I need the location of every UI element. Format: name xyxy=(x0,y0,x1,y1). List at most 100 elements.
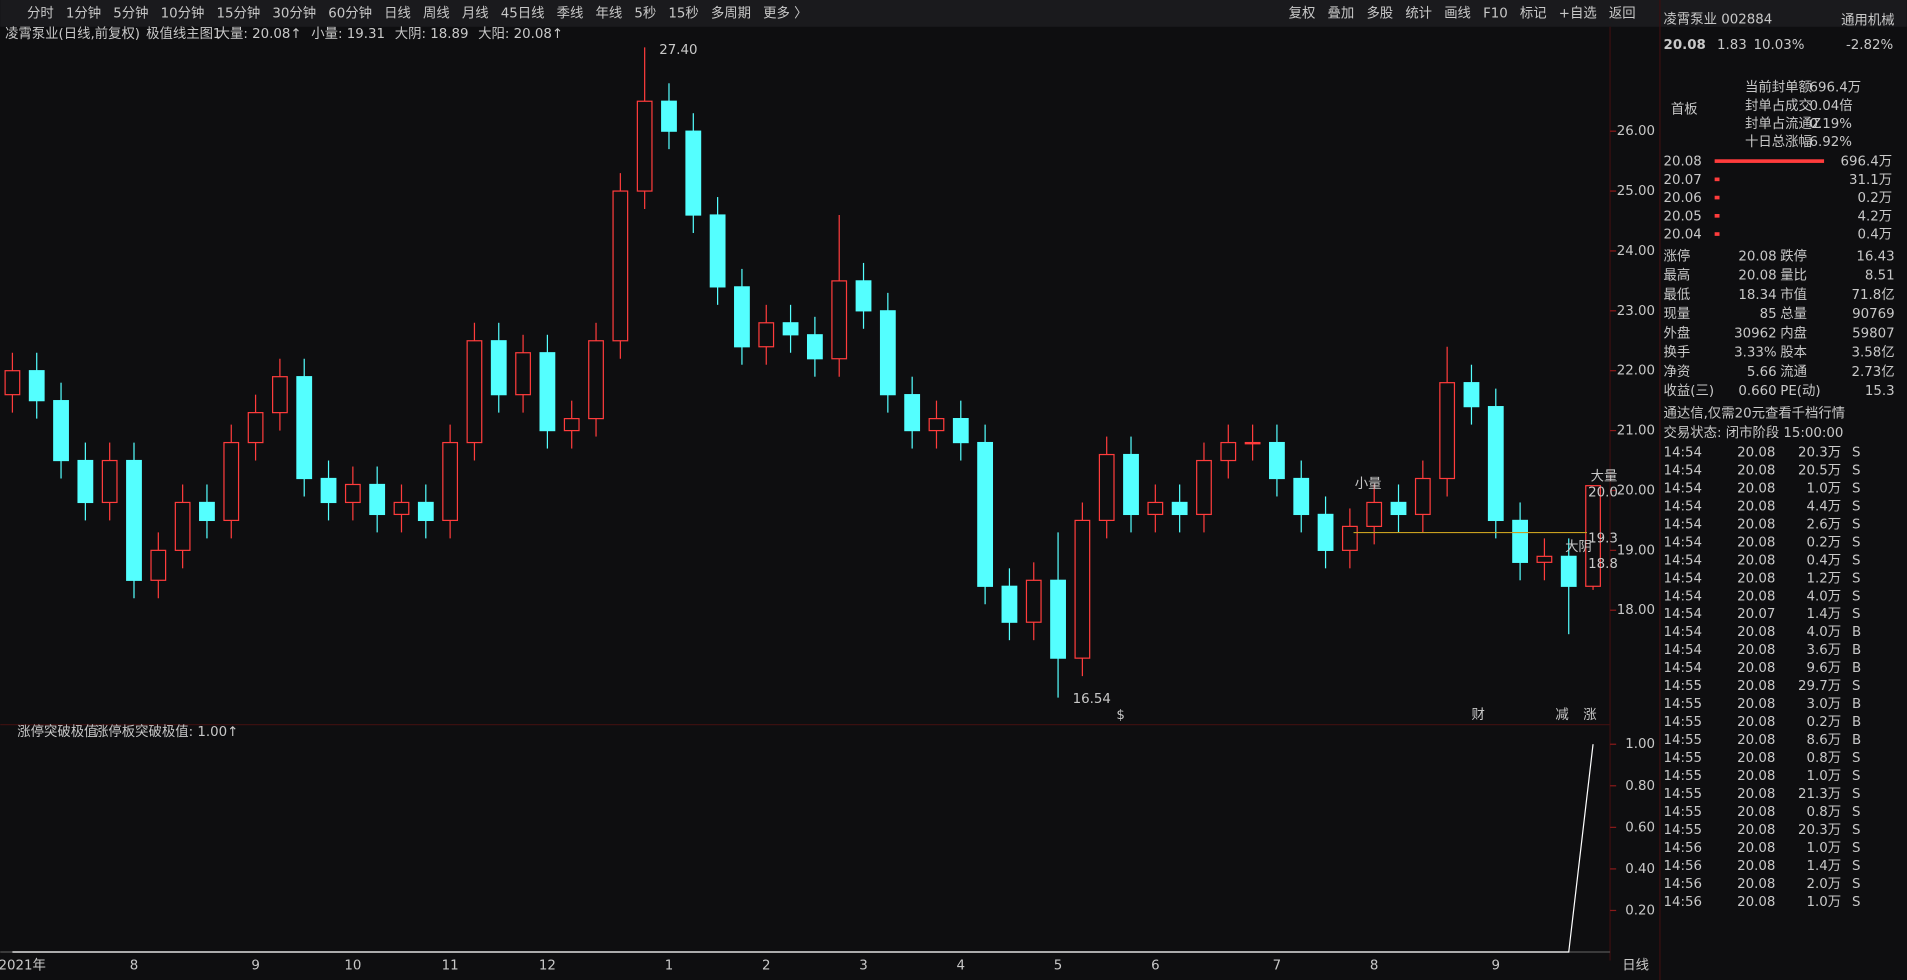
tool-button[interactable]: 多股 xyxy=(1366,4,1393,21)
bid-bar xyxy=(1714,177,1720,182)
bid-price: 20.05 xyxy=(1664,209,1702,224)
trade-volume: 29.7万 xyxy=(1798,679,1841,694)
trade-side: S xyxy=(1852,481,1860,496)
candle-body xyxy=(515,352,531,396)
x-tick-label: 2021年 xyxy=(0,957,46,973)
trade-time: 14:56 xyxy=(1664,895,1703,910)
stat-label: 内盘 xyxy=(1780,324,1807,341)
period-tab[interactable]: 5秒 xyxy=(634,5,656,21)
seal-value: 6.92% xyxy=(1809,135,1851,150)
period-tab[interactable]: 更多 〉 xyxy=(763,4,807,21)
trade-time: 14:54 xyxy=(1664,607,1703,622)
tool-button[interactable]: 画线 xyxy=(1444,5,1471,21)
trade-volume: 0.4万 xyxy=(1806,553,1841,568)
period-tab[interactable]: 季线 xyxy=(557,5,584,21)
trade-volume: 1.0万 xyxy=(1806,481,1841,496)
candle-body xyxy=(1244,441,1261,445)
x-tick-label: 8 xyxy=(130,958,139,973)
y-tick-label: 21.00 xyxy=(1617,424,1655,439)
tool-button[interactable]: 返回 xyxy=(1609,5,1636,21)
trade-volume: 9.6万 xyxy=(1806,661,1841,676)
candle-body xyxy=(1463,382,1480,408)
trade-time: 14:55 xyxy=(1664,679,1703,694)
trade-side: S xyxy=(1852,589,1860,604)
tool-button[interactable]: 叠加 xyxy=(1328,5,1355,21)
stock-name: 凌霄泵业 002884 xyxy=(1664,11,1773,27)
candle-body xyxy=(1341,525,1358,551)
trade-volume: 1.4万 xyxy=(1806,859,1841,874)
event-marker: 涨 xyxy=(1583,707,1596,723)
indicator-legend: 涨停板突破极值: 1.00↑ xyxy=(95,723,238,740)
trade-volume: 3.6万 xyxy=(1806,643,1841,658)
period-tab[interactable]: 60分钟 xyxy=(328,4,372,21)
stat-label: 涨停 xyxy=(1664,248,1691,265)
candle-body xyxy=(1487,406,1504,522)
candle-body xyxy=(28,370,45,402)
period-tab[interactable]: 分时 xyxy=(27,5,54,21)
candle-body xyxy=(1390,501,1407,516)
candle-body xyxy=(417,501,434,522)
chart-title: 凌霄泵业(日线,前复权) xyxy=(5,25,140,42)
y-tick-label: 24.00 xyxy=(1617,244,1655,259)
bid-bar xyxy=(1714,213,1720,218)
tool-button[interactable]: 统计 xyxy=(1405,5,1432,21)
seal-value: 696.4万 xyxy=(1809,81,1861,96)
bid-volume: 0.4万 xyxy=(1858,228,1893,243)
y-tick-label: 0.60 xyxy=(1625,820,1655,835)
period-tab[interactable]: 45日线 xyxy=(501,5,545,21)
bid-bar xyxy=(1714,232,1720,236)
trade-time: 14:54 xyxy=(1664,589,1703,604)
stat-value: 90769 xyxy=(1852,307,1895,322)
period-tab[interactable]: 年线 xyxy=(596,5,623,21)
y-tick-label: 25.00 xyxy=(1617,184,1655,199)
stat-label: 外盘 xyxy=(1664,324,1691,341)
candle-body xyxy=(1074,519,1091,659)
stat-value: 59807 xyxy=(1852,326,1895,341)
period-tab[interactable]: 30分钟 xyxy=(272,4,316,21)
period-tab[interactable]: 15秒 xyxy=(668,5,698,21)
period-tab[interactable]: 多周期 xyxy=(711,4,751,21)
candle-body xyxy=(344,483,361,504)
bid-price: 20.08 xyxy=(1664,155,1702,170)
candle-body xyxy=(806,334,823,360)
period-tab[interactable]: 周线 xyxy=(423,5,450,21)
tool-button[interactable]: F10 xyxy=(1483,6,1508,21)
candle-body xyxy=(271,376,288,414)
x-tick-label: 2 xyxy=(762,958,771,973)
stat-value: 16.43 xyxy=(1856,250,1894,265)
period-tab[interactable]: 月线 xyxy=(462,5,489,21)
trade-side: S xyxy=(1852,535,1860,550)
indicator-name: 极值线主图1 xyxy=(146,26,221,42)
period-tab[interactable]: 15分钟 xyxy=(217,4,261,21)
trade-side: S xyxy=(1852,877,1860,892)
period-tab[interactable]: 10分钟 xyxy=(161,4,205,21)
x-tick-label: 7 xyxy=(1273,958,1282,973)
trade-time: 14:56 xyxy=(1664,859,1703,874)
x-tick-label: 1 xyxy=(665,958,674,973)
period-tab[interactable]: 1分钟 xyxy=(66,4,101,21)
tool-button[interactable]: 标记 xyxy=(1520,5,1547,21)
x-tick-label: 8 xyxy=(1370,958,1379,973)
bid-price: 20.06 xyxy=(1664,191,1702,206)
candle-body xyxy=(1098,453,1115,522)
tool-button[interactable]: 复权 xyxy=(1289,4,1316,21)
trade-volume: 4.4万 xyxy=(1806,499,1841,514)
seal-label: 封单占流通Z xyxy=(1745,116,1821,132)
trade-price: 20.08 xyxy=(1737,715,1775,730)
candle-body xyxy=(1001,585,1018,623)
trade-price: 20.08 xyxy=(1737,679,1775,694)
trade-price: 20.08 xyxy=(1737,877,1775,892)
period-tab[interactable]: 日线 xyxy=(384,5,411,21)
bid-price: 20.04 xyxy=(1664,228,1702,243)
min-label: 16.54 xyxy=(1073,692,1111,707)
tool-button[interactable]: +自选 xyxy=(1559,5,1597,21)
candle-body xyxy=(855,280,872,312)
trade-time: 14:55 xyxy=(1664,751,1703,766)
status: 交易状态: 闭市阶段 15:00:00 xyxy=(1664,424,1844,441)
trade-price: 20.08 xyxy=(1737,769,1775,784)
trade-side: S xyxy=(1852,769,1860,784)
y-tick-label: 0.20 xyxy=(1625,903,1655,918)
period-tab[interactable]: 5分钟 xyxy=(113,4,148,21)
candle-body xyxy=(709,214,726,288)
x-tick-label: 10 xyxy=(344,958,361,973)
